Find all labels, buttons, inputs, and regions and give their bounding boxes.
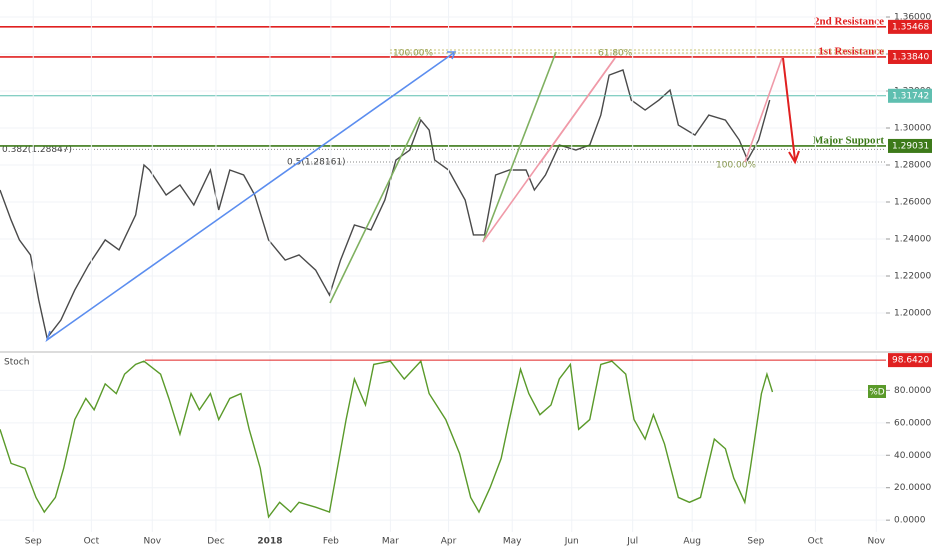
arrow-head xyxy=(45,330,56,343)
x-tick-label: Feb xyxy=(323,537,339,547)
y-tick-label: 1.36000 xyxy=(894,13,931,23)
x-tick-label: Jun xyxy=(564,537,579,547)
x-tick-label: Aug xyxy=(683,537,701,547)
trend-arrow xyxy=(482,51,557,243)
x-tick-label: May xyxy=(503,537,522,547)
legend-box xyxy=(868,385,886,398)
x-tick-label: Jul xyxy=(626,537,638,547)
arrow-head xyxy=(788,150,800,165)
y-tick-label: 20.0000 xyxy=(894,483,931,493)
line xyxy=(0,359,774,519)
x-tick-label: Apr xyxy=(441,537,457,547)
legend-label: %D xyxy=(869,388,885,398)
level-name: 2nd Resistance xyxy=(814,15,884,27)
trend-arrow xyxy=(329,116,421,304)
price-box-label: 98.6420 xyxy=(892,356,929,366)
trend-arrow xyxy=(539,57,616,164)
price-box xyxy=(888,19,932,34)
price-box xyxy=(888,353,932,368)
fib-label: 0.382(1.28847) xyxy=(2,145,72,155)
price-box-label: 1.35468 xyxy=(892,22,929,32)
x-tick-label: Oct xyxy=(808,537,824,547)
x-tick-label: Dec xyxy=(207,537,224,547)
level-name: 1st Resistance xyxy=(818,46,884,58)
arrow-head xyxy=(447,51,457,60)
forecast-arrow xyxy=(782,57,796,161)
y-tick-label: 1.26000 xyxy=(894,198,931,208)
y-tick-label: 1.20000 xyxy=(894,309,931,319)
x-tick-label: Oct xyxy=(84,537,100,547)
y-tick-label: 80.0000 xyxy=(894,386,931,396)
price-box-label: 1.33840 xyxy=(892,52,929,62)
drawings xyxy=(45,49,886,343)
y-tick-label: 1.24000 xyxy=(894,235,931,245)
y-tick-label: 40.0000 xyxy=(894,451,931,461)
x-tick-label: Nov xyxy=(143,537,161,547)
price-box xyxy=(888,138,932,153)
x-tick-label: Mar xyxy=(382,537,399,547)
trend-arrow xyxy=(46,51,456,341)
line xyxy=(0,69,771,340)
x-tick-label: Sep xyxy=(747,537,764,547)
price-box xyxy=(888,88,932,103)
fib-label: 0.5(1.28161) xyxy=(287,158,346,168)
price-box-label: 1.31742 xyxy=(892,91,929,101)
price-box-label: 1.29031 xyxy=(892,141,929,151)
y-tick-label: 1.22000 xyxy=(894,272,931,282)
y-tick-label: 1.28000 xyxy=(894,161,931,171)
y-tick-label: 1.30000 xyxy=(894,124,931,134)
y-tick-label: 0.0000 xyxy=(894,516,926,526)
fib-percent: 100.00% xyxy=(716,161,756,171)
price-box xyxy=(888,49,932,64)
y-tick-label: 60.0000 xyxy=(894,418,931,428)
x-tick-label: Nov xyxy=(868,537,886,547)
trend-arrow xyxy=(744,57,783,163)
x-tick-label: 2018 xyxy=(257,537,282,547)
x-tick-label: Sep xyxy=(25,537,42,547)
level-name: Major Support xyxy=(813,134,884,146)
indicator-title: Stoch xyxy=(4,358,29,368)
fib-percent: 100.00% xyxy=(393,49,433,59)
